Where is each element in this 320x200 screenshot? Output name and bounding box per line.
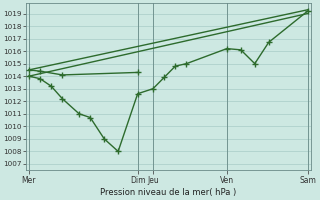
X-axis label: Pression niveau de la mer( hPa ): Pression niveau de la mer( hPa ) [100,188,236,197]
